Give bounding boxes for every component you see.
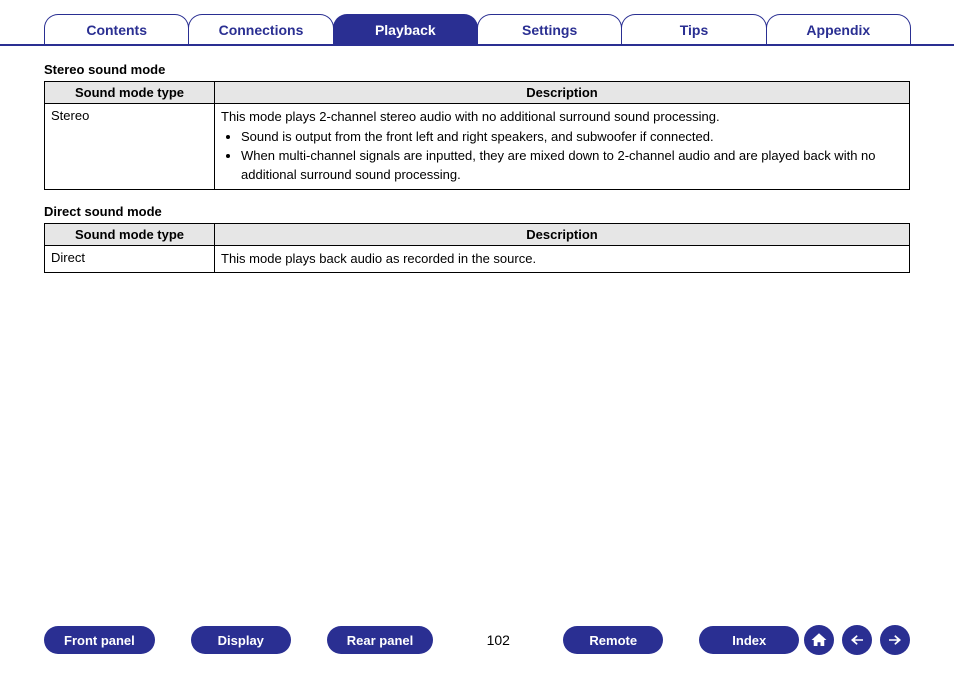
page-number: 102 <box>483 632 513 648</box>
bottom-nav-left: Front panel Display Rear panel 102 Remot… <box>44 626 799 654</box>
bottom-nav: Front panel Display Rear panel 102 Remot… <box>0 625 954 655</box>
top-tabs: Contents Connections Playback Settings T… <box>0 0 954 46</box>
list-item: Sound is output from the front left and … <box>241 128 903 146</box>
stereo-bullets: Sound is output from the front left and … <box>221 128 903 184</box>
front-panel-button[interactable]: Front panel <box>44 626 155 654</box>
tab-contents[interactable]: Contents <box>44 14 189 44</box>
home-icon <box>810 631 828 649</box>
stereo-desc-main: This mode plays 2-channel stereo audio w… <box>221 108 903 126</box>
content-area: Stereo sound mode Sound mode type Descri… <box>0 46 954 273</box>
stereo-mode-type-cell: Stereo <box>45 104 215 190</box>
list-item: When multi-channel signals are inputted,… <box>241 147 903 183</box>
table-row: Stereo This mode plays 2-channel stereo … <box>45 104 910 190</box>
home-button[interactable] <box>804 625 834 655</box>
direct-col-description: Description <box>215 223 910 245</box>
tab-playback[interactable]: Playback <box>333 14 478 44</box>
prev-button[interactable] <box>842 625 872 655</box>
index-button[interactable]: Index <box>699 626 799 654</box>
direct-desc-main: This mode plays back audio as recorded i… <box>221 250 903 268</box>
tab-settings[interactable]: Settings <box>477 14 622 44</box>
stereo-col-mode-type: Sound mode type <box>45 82 215 104</box>
direct-description-cell: This mode plays back audio as recorded i… <box>215 245 910 272</box>
stereo-col-description: Description <box>215 82 910 104</box>
next-button[interactable] <box>880 625 910 655</box>
arrow-left-icon <box>848 631 866 649</box>
tab-tips[interactable]: Tips <box>621 14 766 44</box>
direct-table: Sound mode type Description Direct This … <box>44 223 910 273</box>
bottom-nav-right <box>804 625 910 655</box>
tab-connections[interactable]: Connections <box>188 14 333 44</box>
arrow-right-icon <box>886 631 904 649</box>
rear-panel-button[interactable]: Rear panel <box>327 626 433 654</box>
direct-section-title: Direct sound mode <box>44 204 910 219</box>
direct-mode-type-cell: Direct <box>45 245 215 272</box>
stereo-table: Sound mode type Description Stereo This … <box>44 81 910 190</box>
stereo-section-title: Stereo sound mode <box>44 62 910 77</box>
direct-col-mode-type: Sound mode type <box>45 223 215 245</box>
stereo-description-cell: This mode plays 2-channel stereo audio w… <box>215 104 910 190</box>
tab-appendix[interactable]: Appendix <box>766 14 911 44</box>
remote-button[interactable]: Remote <box>563 626 663 654</box>
table-row: Direct This mode plays back audio as rec… <box>45 245 910 272</box>
display-button[interactable]: Display <box>191 626 291 654</box>
